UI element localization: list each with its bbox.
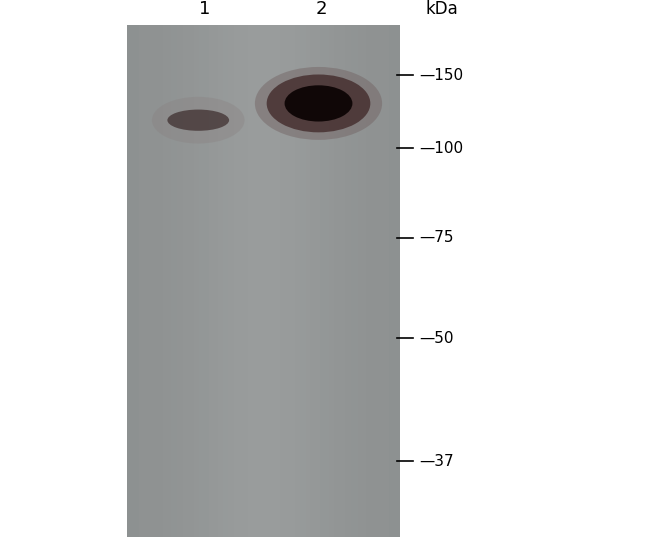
Text: —150: —150	[419, 68, 463, 83]
Text: 1: 1	[199, 0, 211, 18]
Ellipse shape	[168, 110, 229, 131]
Text: kDa: kDa	[426, 0, 458, 18]
Ellipse shape	[266, 74, 370, 132]
Text: 2: 2	[316, 0, 328, 18]
Text: —50: —50	[419, 331, 454, 345]
Ellipse shape	[285, 86, 352, 121]
Text: —37: —37	[419, 454, 454, 468]
Text: —75: —75	[419, 230, 454, 245]
Ellipse shape	[255, 67, 382, 140]
Ellipse shape	[152, 97, 244, 144]
Text: —100: —100	[419, 141, 463, 155]
Bar	[127, 25, 400, 537]
